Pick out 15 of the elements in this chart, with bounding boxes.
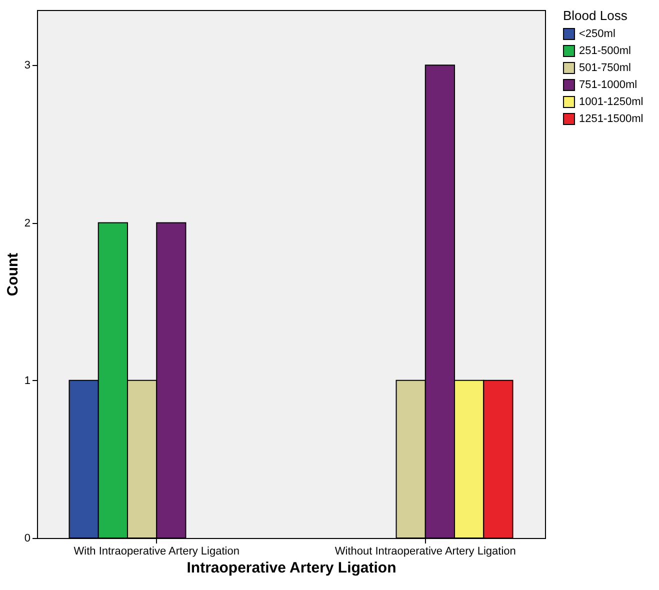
legend-label: 1251-1500ml <box>579 113 644 125</box>
legend-label: 501-750ml <box>579 62 631 74</box>
y-tick-label: 2 <box>24 217 30 230</box>
x-tick-label: With Intraoperative Artery Ligation <box>74 546 240 558</box>
legend-label: 251-500ml <box>579 45 631 57</box>
y-axis-title: Count <box>4 252 22 296</box>
y-tick-label: 0 <box>24 532 30 544</box>
legend-title: Blood Loss <box>563 8 628 23</box>
x-tick-label: Without Intraoperative Artery Ligation <box>334 546 516 558</box>
y-tick-label: 3 <box>24 60 30 72</box>
y-tick-label: 1 <box>24 374 30 387</box>
x-axis-title: Intraoperative Artery Ligation <box>186 560 396 576</box>
legend-label: <250ml <box>579 28 616 40</box>
legend-label: 751-1000ml <box>579 79 638 91</box>
legend-label: 1001-1250ml <box>579 96 644 108</box>
